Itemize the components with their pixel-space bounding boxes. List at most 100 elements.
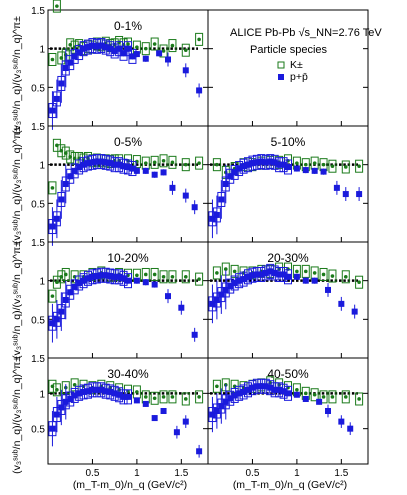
kaon-syst-box <box>328 269 337 283</box>
proton-point <box>356 191 363 198</box>
proton-syst-box <box>230 164 239 180</box>
proton-point <box>276 271 283 278</box>
proton-point <box>98 42 105 49</box>
panel-0: 0.5 1 1.5 0-1% <box>31 0 209 130</box>
kaon-syst-box <box>70 378 79 392</box>
kaon-syst-box <box>48 181 57 195</box>
proton-point <box>262 383 269 390</box>
kaon-syst-box <box>66 150 75 164</box>
proton-syst-box <box>221 394 230 410</box>
proton-point <box>245 386 251 393</box>
proton-point <box>222 398 229 405</box>
kaon-syst-box <box>181 270 190 284</box>
proton-point <box>151 171 158 178</box>
proton-point <box>76 163 83 170</box>
proton-point <box>213 211 220 218</box>
proton-point <box>285 273 291 280</box>
proton-point <box>142 400 149 407</box>
kaon-syst-box <box>150 391 159 405</box>
kaon-point <box>215 271 219 275</box>
proton-point <box>302 167 309 174</box>
proton-point <box>71 392 78 399</box>
proton-point <box>133 397 140 404</box>
legend-title: Particle species <box>250 44 328 56</box>
proton-point <box>80 161 87 168</box>
proton-point <box>271 269 278 276</box>
kaon-syst-box <box>57 51 66 65</box>
experiment-label: ALICE Pb-Pb √s_NN=2.76 TeV <box>230 27 382 39</box>
proton-point <box>93 386 100 393</box>
proton-point <box>62 297 69 303</box>
y-axis-label-row2: (v₃ˢᵘᵇ/n_q)/(v₃ˢᵘᵇ/n_q)^π± <box>11 126 23 244</box>
proton-syst-box <box>226 168 235 184</box>
centrality-label: 5-10% <box>271 135 306 149</box>
proton-point <box>76 49 83 56</box>
proton-point <box>285 390 291 397</box>
kaon-syst-box <box>328 159 337 173</box>
proton-point <box>267 384 274 391</box>
centrality-label: 10-20% <box>107 251 149 265</box>
proton-point <box>293 165 300 172</box>
proton-syst-box <box>226 278 235 294</box>
kaon-point <box>152 42 157 46</box>
proton-point <box>196 448 203 455</box>
kaon-syst-box <box>319 267 328 281</box>
kaon-point <box>197 395 201 399</box>
proton-point <box>227 395 234 402</box>
proton-point <box>227 283 234 290</box>
proton-syst-box <box>217 398 226 414</box>
proton-point <box>67 395 74 402</box>
proton-syst-box <box>208 296 217 312</box>
proton-syst-box <box>66 168 75 184</box>
kaon-syst-box <box>159 154 168 168</box>
kaon-point <box>343 275 348 279</box>
x-tick-label: 1.5 <box>174 468 188 479</box>
proton-point <box>218 403 225 410</box>
kaon-point <box>183 397 188 401</box>
proton-point <box>249 384 256 391</box>
kaon-point <box>55 4 59 8</box>
kaon-point <box>357 164 361 169</box>
centrality-label: 0-5% <box>114 135 142 149</box>
proton-syst-box <box>115 41 124 57</box>
kaon-point <box>197 277 201 281</box>
kaon-point <box>135 390 139 394</box>
proton-point <box>258 383 265 390</box>
centrality-label: 40-50% <box>267 367 309 381</box>
proton-point <box>125 163 131 170</box>
y-tick-label: 1 <box>39 277 45 288</box>
kaon-point <box>330 164 335 169</box>
kaon-point <box>330 395 335 399</box>
kaon-point <box>312 392 317 397</box>
kaon-point <box>303 269 308 274</box>
proton-point <box>89 273 96 280</box>
kaon-syst-box <box>181 158 190 172</box>
kaon-point <box>143 395 148 399</box>
kaon-point <box>135 273 139 278</box>
proton-point <box>285 163 291 170</box>
proton-point <box>173 429 180 436</box>
kaon-syst-box <box>52 138 61 152</box>
kaon-point <box>143 272 148 277</box>
proton-syst-box <box>208 407 217 423</box>
panel-2: 0.5 1 1.5 0-5% <box>31 122 209 246</box>
kaon-point <box>152 396 157 401</box>
proton-point <box>62 398 69 405</box>
kaon-syst-box <box>195 272 204 286</box>
kaon-syst-box <box>341 160 350 174</box>
kaon-syst-box <box>195 390 204 404</box>
proton-syst-box <box>212 403 221 419</box>
proton-syst-box <box>70 163 79 179</box>
kaon-syst-box <box>141 42 150 56</box>
proton-point <box>58 80 65 87</box>
proton-syst-box <box>212 292 221 308</box>
proton-point <box>231 279 238 286</box>
kaon-syst-box <box>328 390 337 404</box>
proton-point <box>67 59 74 66</box>
proton-syst-box <box>212 207 221 223</box>
proton-syst-box <box>208 211 217 227</box>
proton-point <box>53 411 60 418</box>
proton-point <box>49 425 56 432</box>
kaon-syst-box <box>212 158 221 172</box>
proton-syst-box <box>119 45 128 61</box>
